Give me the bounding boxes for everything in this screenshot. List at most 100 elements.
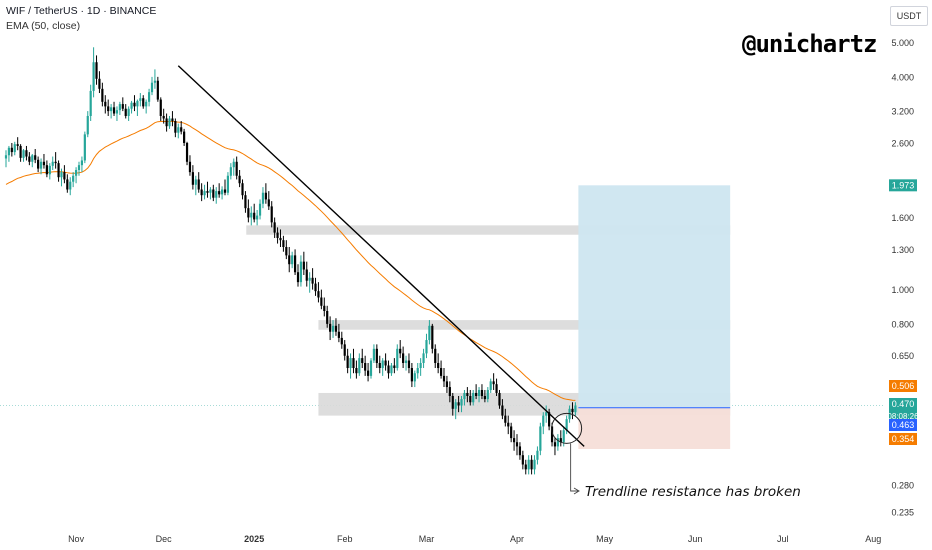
candle-body: [63, 172, 66, 180]
candle: [171, 111, 174, 127]
candle-body: [439, 368, 443, 376]
candle-body: [413, 373, 416, 382]
candle: [425, 333, 428, 359]
candle-body: [419, 362, 422, 369]
candle: [215, 187, 218, 204]
price-label-text: 0.470: [892, 399, 915, 409]
candle: [410, 362, 413, 388]
annotation-arrow: [570, 443, 578, 492]
candle: [390, 362, 393, 376]
candle: [311, 268, 314, 290]
candle-body: [130, 102, 133, 109]
y-tick-label: 0.235: [891, 507, 914, 517]
candle: [472, 389, 475, 406]
candle-body: [372, 348, 376, 361]
candle-body: [562, 430, 565, 443]
candle-body: [518, 446, 522, 456]
candle: [393, 358, 396, 374]
long-position-tool[interactable]: [578, 185, 731, 449]
candle-body: [512, 438, 516, 443]
price-axis[interactable]: 6.0005.0004.0003.2002.6001.6001.3001.000…: [885, 0, 932, 550]
trendline-layer[interactable]: [177, 65, 585, 447]
indicator-label[interactable]: EMA (50, close): [6, 20, 81, 32]
price-label-bg: [889, 419, 917, 431]
candle-body: [410, 368, 413, 382]
price-label-countdown: 08:08:26: [887, 412, 919, 421]
sr-zone-2: [318, 320, 731, 330]
candle: [13, 141, 16, 156]
candle: [124, 104, 127, 119]
currency-selector[interactable]: USDT: [890, 6, 928, 26]
candle: [267, 191, 270, 210]
candle-body: [311, 277, 314, 284]
candle-body: [475, 392, 478, 396]
candle-body: [57, 163, 60, 178]
candle: [16, 137, 19, 151]
candle-body: [431, 325, 434, 349]
candle-body: [358, 358, 361, 374]
candle-body: [536, 450, 539, 460]
candle: [4, 150, 8, 168]
candle-body: [74, 170, 78, 176]
candle: [153, 69, 157, 89]
candle: [428, 320, 431, 345]
candle-body: [542, 415, 545, 427]
candles-layer: [4, 47, 577, 475]
candle: [150, 76, 154, 96]
candle-body: [185, 142, 189, 162]
price-label-text: 1.973: [892, 180, 915, 190]
candle-body: [153, 80, 157, 83]
candle-body: [454, 402, 457, 409]
candle: [28, 152, 31, 166]
trendline: [177, 65, 585, 447]
candle: [77, 161, 81, 176]
candle: [559, 430, 562, 447]
candle: [209, 187, 212, 200]
candle: [548, 408, 551, 431]
candle: [270, 201, 273, 228]
symbol-title[interactable]: WIF / TetherUS · 1D · BINANCE: [6, 5, 157, 17]
candle: [180, 121, 183, 135]
candle: [48, 163, 51, 180]
candle-body: [197, 179, 200, 190]
candle: [22, 148, 25, 162]
breakout-circle: [551, 412, 583, 444]
candle-body: [507, 422, 510, 427]
candle-body: [80, 160, 84, 166]
candle: [80, 156, 84, 173]
candle: [194, 175, 197, 196]
candle-body: [127, 108, 130, 116]
candle-body: [498, 392, 501, 406]
candle-body: [86, 115, 89, 135]
candle-body: [177, 127, 180, 133]
candle: [448, 381, 451, 403]
time-axis[interactable]: Nov Dec 2025 Feb Mar Apr May Jun Jul Aug: [0, 528, 885, 550]
candle: [127, 106, 130, 122]
candle: [326, 305, 329, 328]
candle: [299, 255, 303, 287]
candle-body: [104, 101, 107, 107]
candle-body: [232, 161, 235, 168]
candle: [498, 389, 501, 409]
candle: [571, 402, 574, 420]
candle: [203, 184, 206, 200]
candle: [63, 165, 66, 184]
candle: [183, 128, 186, 146]
candle: [329, 316, 332, 341]
price-label-bg: [889, 179, 917, 192]
candle: [477, 387, 481, 403]
candle: [112, 101, 116, 116]
candle-body: [504, 415, 507, 423]
candle: [185, 141, 189, 166]
candle-body: [60, 172, 63, 178]
candle: [539, 422, 542, 456]
candle-body: [527, 459, 530, 470]
candle-body: [387, 365, 390, 374]
candle-body: [89, 90, 92, 116]
candle: [542, 412, 545, 435]
candle-body: [352, 358, 355, 369]
watermark-text: @unichartz: [742, 30, 877, 58]
candle-body: [317, 291, 320, 298]
candle-body: [305, 269, 308, 281]
